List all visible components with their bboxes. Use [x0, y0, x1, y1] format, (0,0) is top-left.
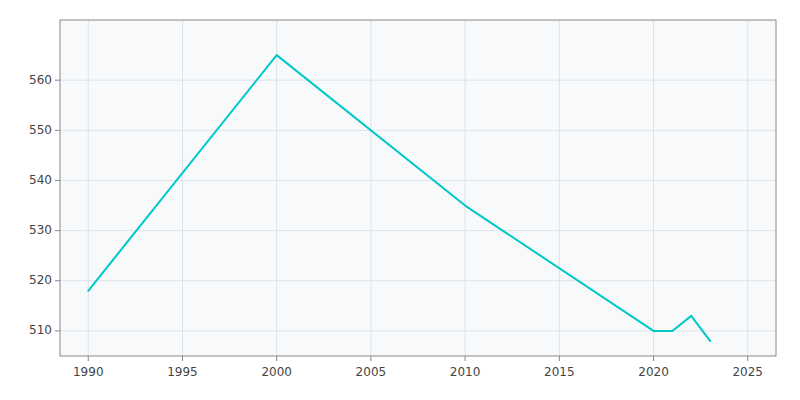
- line: [88, 55, 710, 341]
- y-tick: [55, 130, 60, 131]
- x-tick-label: 2020: [638, 365, 669, 379]
- x-grid-line: [276, 20, 277, 356]
- x-tick-label: 1990: [73, 365, 104, 379]
- x-grid-line: [559, 20, 560, 356]
- y-tick-label: 520: [29, 273, 52, 287]
- x-grid-line: [182, 20, 183, 356]
- chart: 510 520 530 540 550 560 1990 1995 2000 2005 2010 20…: [0, 0, 800, 400]
- y-tick-label: 550: [29, 123, 52, 137]
- x-tick: [465, 356, 466, 361]
- x-tick: [276, 356, 277, 361]
- y-grid-line: [60, 130, 776, 131]
- plot-background: [60, 20, 776, 356]
- x-tick: [370, 356, 371, 361]
- y-tick: [55, 330, 60, 331]
- x-grid-line: [747, 20, 748, 356]
- x-tick: [653, 356, 654, 361]
- y-grid-line: [60, 230, 776, 231]
- x-tick-label: 2025: [732, 365, 763, 379]
- x-grid-line: [88, 20, 89, 356]
- x-tick: [559, 356, 560, 361]
- x-tick: [747, 356, 748, 361]
- x-grid-line: [465, 20, 466, 356]
- x-tick: [182, 356, 183, 361]
- y-tick: [55, 230, 60, 231]
- x-tick-label: 2005: [356, 365, 387, 379]
- y-tick-label: 530: [29, 223, 52, 237]
- x-tick-label: 2010: [450, 365, 481, 379]
- chart-container: 510 520 530 540 550 560 1990 1995 2000 2005 2010 20…: [0, 0, 800, 400]
- x-tick-label: 2000: [261, 365, 292, 379]
- y-tick: [55, 280, 60, 281]
- y-grid-line: [60, 80, 776, 81]
- y-tick-label: 560: [29, 73, 52, 87]
- x-tick-label: 1995: [167, 365, 198, 379]
- y-grid-line: [60, 180, 776, 181]
- x-tick-label: 2015: [544, 365, 575, 379]
- y-grid-line: [60, 280, 776, 281]
- x-grid-line: [653, 20, 654, 356]
- x-grid-line: [370, 20, 371, 356]
- x-tick: [88, 356, 89, 361]
- y-tick: [55, 180, 60, 181]
- grid: [60, 20, 776, 356]
- y-tick: [55, 80, 60, 81]
- y-tick-label: 510: [29, 323, 52, 337]
- y-tick-label: 540: [29, 173, 52, 187]
- series: [88, 55, 710, 341]
- plot-frame: [60, 20, 776, 356]
